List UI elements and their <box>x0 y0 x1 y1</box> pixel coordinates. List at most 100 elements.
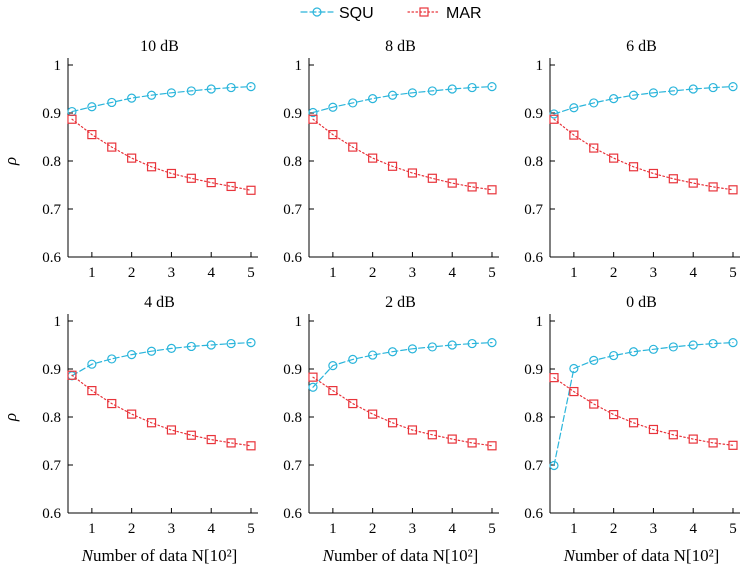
data-point <box>549 109 559 119</box>
legend-entry-squ: SQU <box>300 5 374 22</box>
data-point <box>166 343 177 353</box>
data-point <box>206 434 216 445</box>
data-point <box>609 410 619 420</box>
x-tick-label: 4 <box>448 521 456 537</box>
data-point <box>87 359 97 369</box>
data-point <box>328 102 338 112</box>
data-point <box>348 398 358 409</box>
x-tick-label: 4 <box>689 265 697 281</box>
x-tick-label: 4 <box>207 521 215 537</box>
chart-title: 8 dB <box>385 38 416 55</box>
series-squ <box>308 338 497 392</box>
data-point <box>668 86 678 96</box>
y-tick-label: 0.7 <box>42 458 61 474</box>
x-tick-label: 1 <box>88 265 96 281</box>
data-point <box>166 168 177 179</box>
data-point <box>648 344 659 354</box>
data-point <box>609 153 619 163</box>
data-point <box>549 114 559 124</box>
x-tick-label: 2 <box>610 521 618 537</box>
y-axis-label: ρ <box>1 157 20 166</box>
y-tick-label: 0.8 <box>283 154 302 170</box>
y-tick-label: 0.7 <box>283 458 302 474</box>
series-squ <box>308 81 497 118</box>
series-mar <box>308 114 497 195</box>
data-point <box>648 424 659 435</box>
chart-title: 6 dB <box>626 38 657 55</box>
chart-title: 10 dB <box>140 38 179 55</box>
x-tick-label: 5 <box>729 521 737 537</box>
data-point <box>308 382 318 392</box>
chart-panel: 2 dB 0.6 0.7 0.8 0.9 1 1 2 3 4 5 Number of data N[1… <box>283 294 499 565</box>
data-point <box>648 168 659 179</box>
data-point <box>728 440 738 450</box>
data-point <box>708 82 718 93</box>
data-point <box>427 342 437 352</box>
panels: 10 dB0.60.70.80.911 2 3 4 5ρ8 dB0.60.70.80.9… <box>1 38 740 565</box>
data-point <box>186 86 196 96</box>
series-line <box>71 118 252 191</box>
series-line <box>312 376 493 447</box>
x-tick-label: 1 <box>570 521 578 537</box>
data-point <box>407 168 418 178</box>
data-point <box>206 340 216 350</box>
data-point <box>186 173 196 183</box>
x-tick-label: 5 <box>247 265 255 281</box>
data-point <box>487 185 497 195</box>
data-point <box>127 93 137 103</box>
series-mar <box>549 114 738 195</box>
y-tick-label: 0.9 <box>524 106 543 122</box>
data-point <box>368 153 378 163</box>
x-tick-label: 2 <box>128 521 136 537</box>
data-point <box>246 441 256 451</box>
data-point <box>308 114 318 124</box>
data-point <box>127 153 137 163</box>
x-tick-label: 5 <box>247 521 255 537</box>
data-point <box>668 342 678 352</box>
data-point <box>226 82 236 93</box>
data-point <box>186 430 196 440</box>
data-point <box>609 350 619 361</box>
series-mar <box>308 372 497 451</box>
series-squ <box>67 81 256 117</box>
data-point <box>487 441 497 451</box>
data-point <box>447 340 457 350</box>
series-line <box>553 342 734 467</box>
data-point <box>447 84 457 94</box>
data-point <box>328 386 338 396</box>
data-point <box>407 344 418 354</box>
data-point <box>708 438 718 448</box>
data-point <box>569 103 579 113</box>
chart-title: 0 dB <box>626 294 657 311</box>
data-point <box>146 162 157 172</box>
data-point <box>589 143 599 153</box>
chart-title: 2 dB <box>385 294 416 311</box>
x-tick-label: 2 <box>128 265 136 281</box>
data-point <box>87 386 97 396</box>
y-tick-label: 0.8 <box>42 154 61 170</box>
data-point <box>246 185 256 195</box>
series-squ <box>549 81 738 119</box>
y-tick-label: 0.9 <box>283 106 302 122</box>
data-point <box>67 370 77 380</box>
data-point <box>387 161 398 171</box>
data-point <box>628 90 639 100</box>
data-point <box>447 178 457 188</box>
data-point <box>387 347 398 357</box>
data-point <box>569 130 579 140</box>
y-tick-label: 0.6 <box>283 250 302 266</box>
data-point <box>609 93 619 104</box>
x-tick-label: 2 <box>369 265 377 281</box>
data-point <box>87 130 97 140</box>
data-point <box>146 418 157 428</box>
x-tick-label: 4 <box>448 265 456 281</box>
data-point <box>467 82 477 93</box>
series-line <box>312 342 493 388</box>
legend-marker <box>419 7 429 17</box>
x-tick-label: 2 <box>369 521 377 537</box>
data-point <box>368 93 378 104</box>
y-tick-label: 0.7 <box>524 202 543 218</box>
y-tick-label: 1 <box>54 58 62 74</box>
data-point <box>628 162 639 172</box>
x-axis-label: Number of data N[10²] <box>322 546 479 565</box>
